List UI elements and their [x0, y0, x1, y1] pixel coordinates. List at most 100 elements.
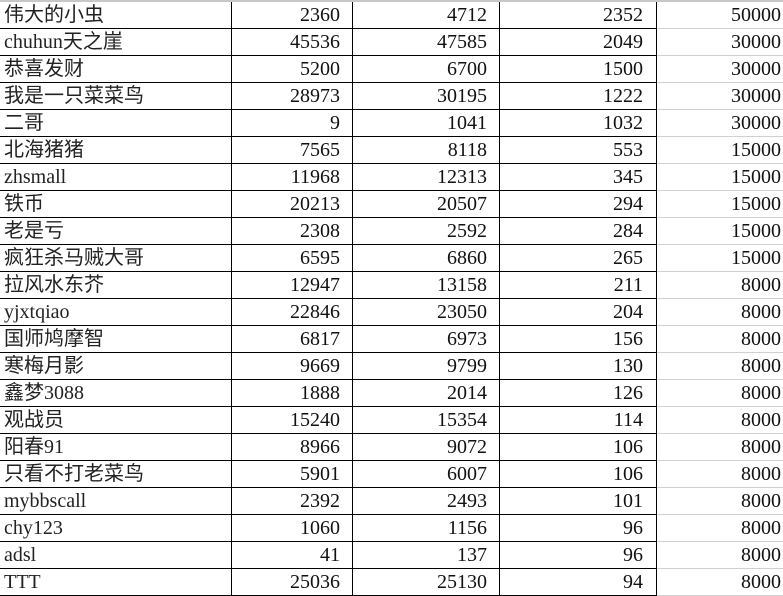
cell-value[interactable]: 20213	[232, 191, 353, 217]
cell-name[interactable]: 铁币	[0, 191, 232, 217]
cell-value[interactable]: 345	[500, 164, 657, 190]
cell-value[interactable]: 8000	[741, 355, 781, 377]
cell-name[interactable]: 拉风水东芥	[0, 272, 232, 298]
cell-value[interactable]: 15240	[232, 407, 353, 433]
cell-value[interactable]: 41	[232, 542, 353, 568]
cell-value[interactable]: 47585	[353, 29, 500, 55]
cell-value[interactable]: 2360	[232, 2, 353, 28]
cell-value[interactable]: 28973	[232, 83, 353, 109]
cell-name[interactable]: 恭喜发财	[0, 56, 232, 82]
cell-value[interactable]: 6595	[232, 245, 353, 271]
cell-name[interactable]: 鑫梦3088	[0, 380, 232, 406]
cell-name[interactable]: 疯狂杀马贼大哥	[0, 245, 232, 271]
cell-value[interactable]: 7565	[232, 137, 353, 163]
cell-value[interactable]: 45536	[232, 29, 353, 55]
cell-value[interactable]: 94	[500, 569, 657, 595]
cell-value[interactable]: 1060	[232, 515, 353, 541]
cell-name[interactable]: zhsmall	[0, 164, 232, 190]
cell-value[interactable]: 15000	[731, 166, 781, 188]
cell-value[interactable]: 23050	[353, 299, 500, 325]
cell-value[interactable]: 8000	[741, 544, 781, 566]
cell-name[interactable]: TTT	[0, 569, 232, 595]
cell-name[interactable]: 国师鸠摩智	[0, 326, 232, 352]
cell-value[interactable]: 8000	[741, 436, 781, 458]
cell-name[interactable]: 阳春91	[0, 434, 232, 460]
cell-value[interactable]: 15000	[731, 139, 781, 161]
cell-value[interactable]: 8000	[741, 571, 781, 593]
cell-value[interactable]: 106	[500, 461, 657, 487]
cell-value[interactable]: 8000	[741, 301, 781, 323]
cell-value[interactable]: 8000	[741, 517, 781, 539]
cell-value[interactable]: 15354	[353, 407, 500, 433]
cell-value[interactable]: 30000	[731, 112, 781, 134]
cell-name[interactable]: yjxtqiao	[0, 299, 232, 325]
cell-value[interactable]: 130	[500, 353, 657, 379]
cell-name[interactable]: mybbscall	[0, 488, 232, 514]
cell-value[interactable]: 96	[500, 515, 657, 541]
cell-value[interactable]: 211	[500, 272, 657, 298]
cell-value[interactable]: 50000	[731, 4, 781, 26]
cell-name[interactable]: 寒梅月影	[0, 353, 232, 379]
cell-value[interactable]: 8000	[741, 490, 781, 512]
cell-value[interactable]: 1500	[500, 56, 657, 82]
cell-name[interactable]: 伟大的小虫	[0, 2, 232, 28]
cell-value[interactable]: 12947	[232, 272, 353, 298]
cell-value[interactable]: 4712	[353, 2, 500, 28]
cell-value[interactable]: 9	[232, 110, 353, 136]
cell-value[interactable]: 9669	[232, 353, 353, 379]
cell-name[interactable]: 观战员	[0, 407, 232, 433]
cell-value[interactable]: 1888	[232, 380, 353, 406]
cell-value[interactable]: 8118	[353, 137, 500, 163]
cell-value[interactable]: 114	[500, 407, 657, 433]
cell-value[interactable]: 284	[500, 218, 657, 244]
cell-value[interactable]: 1222	[500, 83, 657, 109]
cell-value[interactable]: 25036	[232, 569, 353, 595]
cell-value[interactable]: 2352	[500, 2, 657, 28]
cell-value[interactable]: 8966	[232, 434, 353, 460]
cell-value[interactable]: 6973	[353, 326, 500, 352]
cell-value[interactable]: 137	[353, 542, 500, 568]
cell-value[interactable]: 6007	[353, 461, 500, 487]
cell-value[interactable]: 106	[500, 434, 657, 460]
cell-value[interactable]: 13158	[353, 272, 500, 298]
cell-value[interactable]: 30000	[731, 58, 781, 80]
cell-value[interactable]: 6817	[232, 326, 353, 352]
cell-value[interactable]: 294	[500, 191, 657, 217]
cell-value[interactable]: 30000	[731, 31, 781, 53]
cell-name[interactable]: chy123	[0, 515, 232, 541]
cell-value[interactable]: 9799	[353, 353, 500, 379]
cell-value[interactable]: 15000	[731, 220, 781, 242]
cell-value[interactable]: 265	[500, 245, 657, 271]
cell-value[interactable]: 30000	[731, 85, 781, 107]
cell-value[interactable]: 25130	[353, 569, 500, 595]
cell-value[interactable]: 20507	[353, 191, 500, 217]
cell-name[interactable]: adsl	[0, 542, 232, 568]
cell-value[interactable]: 2308	[232, 218, 353, 244]
cell-value[interactable]: 15000	[731, 247, 781, 269]
cell-value[interactable]: 156	[500, 326, 657, 352]
cell-value[interactable]: 96	[500, 542, 657, 568]
cell-name[interactable]: 老是亏	[0, 218, 232, 244]
cell-value[interactable]: 8000	[741, 382, 781, 404]
cell-value[interactable]: 9072	[353, 434, 500, 460]
cell-value[interactable]: 1041	[353, 110, 500, 136]
cell-value[interactable]: 5200	[232, 56, 353, 82]
cell-value[interactable]: 12313	[353, 164, 500, 190]
cell-name[interactable]: 我是一只菜菜鸟	[0, 83, 232, 109]
cell-value[interactable]: 204	[500, 299, 657, 325]
cell-value[interactable]: 2014	[353, 380, 500, 406]
cell-value[interactable]: 8000	[741, 274, 781, 296]
cell-value[interactable]: 8000	[741, 409, 781, 431]
cell-value[interactable]: 1032	[500, 110, 657, 136]
cell-value[interactable]: 15000	[731, 193, 781, 215]
cell-value[interactable]: 1156	[353, 515, 500, 541]
cell-value[interactable]: 8000	[741, 328, 781, 350]
cell-value[interactable]: 126	[500, 380, 657, 406]
cell-name[interactable]: chuhun天之崖	[0, 29, 232, 55]
cell-value[interactable]: 2049	[500, 29, 657, 55]
cell-value[interactable]: 553	[500, 137, 657, 163]
cell-name[interactable]: 北海猪猪	[0, 137, 232, 163]
cell-value[interactable]: 8000	[741, 463, 781, 485]
cell-value[interactable]: 2392	[232, 488, 353, 514]
cell-value[interactable]: 5901	[232, 461, 353, 487]
